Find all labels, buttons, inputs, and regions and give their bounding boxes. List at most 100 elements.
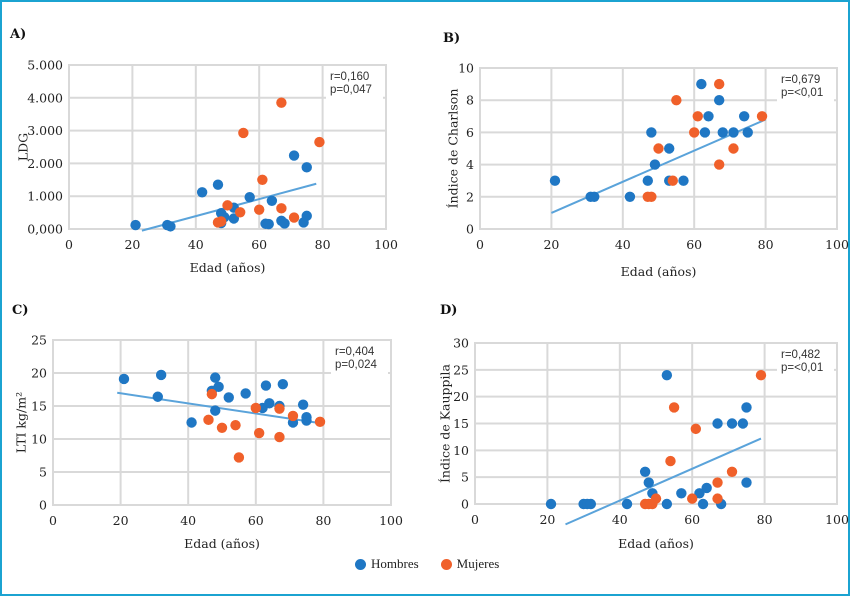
- x-tick-label: 80: [315, 237, 331, 252]
- data-point-hombres: [726, 418, 738, 429]
- correlation-r: r=0,160: [330, 71, 369, 83]
- data-point-mujeres: [653, 143, 664, 154]
- data-point-hombres: [737, 418, 749, 429]
- x-tick-label: 80: [758, 237, 774, 252]
- panel-label: C): [12, 303, 29, 318]
- data-point-mujeres: [238, 127, 249, 139]
- panel-label: B): [443, 31, 460, 46]
- x-tick-label: 100: [825, 237, 849, 252]
- x-tick-label: 0: [65, 237, 73, 252]
- data-point-mujeres: [222, 200, 233, 211]
- y-tick-label: 0: [466, 222, 474, 237]
- y-tick-label: 8: [466, 93, 474, 108]
- stats-box: [777, 345, 834, 377]
- data-point-hombres: [661, 370, 673, 381]
- x-tick-label: 0: [49, 513, 57, 528]
- correlation-r: r=0,404: [335, 346, 375, 358]
- legend-item-mujeres: Mujeres: [440, 556, 500, 572]
- data-point-mujeres: [671, 95, 682, 106]
- y-tick-label: 25: [31, 333, 47, 348]
- data-point-mujeres: [712, 477, 723, 488]
- data-point-hombres: [545, 498, 557, 510]
- data-point-hombres: [713, 95, 725, 106]
- y-tick-label: 15: [31, 399, 47, 414]
- legend-label-mujeres: Mujeres: [456, 556, 500, 571]
- data-point-mujeres: [274, 403, 285, 414]
- correlation-r: r=0,482: [781, 349, 820, 361]
- y-tick-label: 15: [453, 416, 469, 431]
- x-tick-label: 100: [379, 513, 403, 528]
- data-point-mujeres: [230, 419, 241, 431]
- x-tick-label: 0: [476, 237, 484, 252]
- x-tick-label: 20: [124, 237, 140, 252]
- data-point-hombres: [210, 372, 221, 383]
- x-tick-label: 100: [825, 512, 849, 527]
- data-point-hombres: [263, 218, 274, 230]
- data-point-mujeres: [713, 159, 725, 170]
- legend-label-hombres: Hombres: [371, 556, 419, 571]
- data-point-hombres: [240, 388, 251, 399]
- data-point-hombres: [661, 498, 673, 510]
- legend-marker-hombres: [355, 558, 366, 570]
- data-point-hombres: [694, 488, 705, 499]
- data-point-hombres: [196, 187, 208, 198]
- data-point-mujeres: [690, 423, 702, 435]
- data-point-mujeres: [253, 427, 265, 439]
- x-tick-label: 20: [113, 513, 129, 528]
- data-point-hombres: [301, 210, 312, 222]
- y-tick-label: 20: [453, 389, 469, 404]
- data-point-mujeres: [712, 493, 723, 504]
- data-point-mujeres: [667, 175, 678, 186]
- y-tick-label: 5: [39, 465, 47, 480]
- y-tick-label: 0: [461, 497, 469, 512]
- data-point-hombres: [728, 127, 739, 138]
- y-tick-label: 10: [31, 432, 47, 447]
- legend-item-hombres: Hombres: [355, 556, 419, 572]
- data-point-mujeres: [288, 212, 300, 223]
- x-tick-label: 60: [684, 512, 700, 527]
- y-tick-label: 20: [31, 366, 47, 381]
- y-axis-label: Índice de Kauppila: [438, 363, 453, 483]
- x-tick-label: 80: [315, 513, 331, 528]
- correlation-r: r=0,679: [781, 74, 820, 86]
- y-tick-label: 2.000: [27, 156, 63, 171]
- data-point-hombres: [697, 498, 709, 510]
- data-point-mujeres: [254, 204, 265, 215]
- data-point-mujeres: [234, 207, 246, 218]
- data-point-hombres: [649, 159, 661, 170]
- data-point-mujeres: [756, 111, 768, 122]
- y-tick-label: 4.000: [27, 90, 63, 105]
- data-point-mujeres: [665, 455, 676, 467]
- data-point-mujeres: [689, 127, 700, 138]
- data-point-hombres: [228, 213, 240, 224]
- y-tick-label: 5.000: [27, 58, 63, 73]
- data-point-hombres: [678, 175, 689, 186]
- x-tick-label: 80: [757, 512, 773, 527]
- data-point-mujeres: [687, 493, 698, 504]
- data-point-mujeres: [314, 416, 326, 428]
- data-point-hombres: [703, 111, 714, 122]
- y-tick-label: 10: [453, 443, 469, 458]
- data-point-mujeres: [257, 174, 268, 185]
- data-point-mujeres: [203, 414, 214, 426]
- stats-box: [777, 70, 834, 102]
- y-tick-label: 0: [39, 498, 47, 513]
- p-value: p=<0,01: [781, 87, 823, 99]
- y-tick-label: 10: [458, 61, 474, 76]
- y-tick-label: 2: [466, 189, 474, 204]
- x-tick-label: 0: [471, 512, 479, 527]
- data-point-hombres: [186, 417, 197, 428]
- data-point-mujeres: [668, 402, 680, 413]
- data-point-mujeres: [726, 466, 738, 477]
- x-tick-label: 40: [180, 513, 196, 528]
- data-point-mujeres: [755, 370, 767, 381]
- stats-box: [331, 342, 388, 374]
- data-point-mujeres: [233, 452, 245, 463]
- y-tick-label: 25: [453, 362, 469, 377]
- data-point-mujeres: [206, 388, 218, 400]
- x-tick-label: 20: [543, 237, 559, 252]
- data-point-hombres: [642, 175, 653, 186]
- panel-label: A): [9, 27, 26, 42]
- y-axis-label: LTI kg/m²: [14, 392, 29, 453]
